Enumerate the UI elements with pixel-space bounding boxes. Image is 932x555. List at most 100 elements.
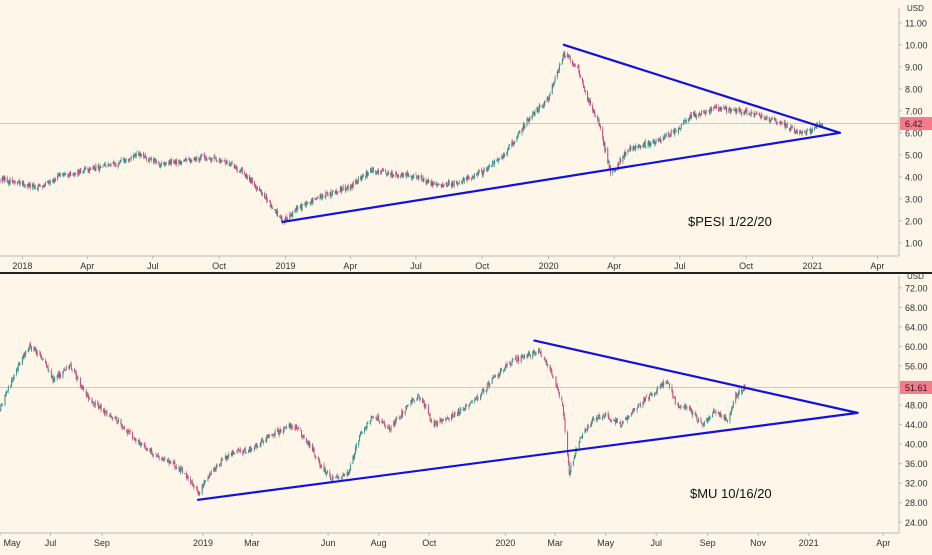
candle-body bbox=[791, 125, 793, 127]
candle-body bbox=[152, 454, 154, 456]
candle-body bbox=[801, 131, 803, 133]
candle-body bbox=[741, 392, 743, 393]
candle-body bbox=[305, 203, 307, 207]
candle-body bbox=[219, 464, 221, 465]
x-tick-label: Jul bbox=[410, 261, 422, 271]
candle-body bbox=[764, 118, 766, 120]
candle-body bbox=[693, 111, 695, 117]
candle-body bbox=[141, 442, 143, 446]
candle-body bbox=[529, 117, 531, 120]
candle-body bbox=[340, 187, 342, 192]
candle-body bbox=[610, 420, 612, 422]
currency-label: USD bbox=[907, 272, 924, 281]
candle-body bbox=[166, 459, 168, 462]
candle-body bbox=[365, 428, 367, 430]
candle-body bbox=[135, 153, 137, 156]
candle-body bbox=[365, 171, 367, 178]
candle-body bbox=[369, 420, 371, 424]
candle-body bbox=[483, 170, 485, 171]
candle-body bbox=[352, 182, 354, 187]
x-tick-label: Apr bbox=[870, 261, 884, 271]
candle-body bbox=[707, 417, 709, 421]
candle-body bbox=[58, 174, 60, 177]
candle-body bbox=[491, 162, 493, 166]
candle-body bbox=[765, 118, 767, 120]
candle-body bbox=[326, 471, 328, 474]
candle-body bbox=[132, 437, 134, 439]
candle-body bbox=[513, 142, 515, 144]
candle-body bbox=[527, 118, 529, 120]
y-tick-label: 6.00 bbox=[905, 128, 923, 138]
candle-body bbox=[744, 109, 746, 113]
candle-body bbox=[587, 91, 589, 101]
candle-body bbox=[574, 65, 576, 66]
candle-body bbox=[715, 106, 717, 109]
candle-body bbox=[708, 417, 710, 419]
candle-body bbox=[0, 405, 2, 411]
candle-body bbox=[269, 201, 271, 207]
candle-body bbox=[361, 432, 363, 434]
candle-body bbox=[103, 409, 105, 415]
candle-body bbox=[230, 453, 232, 455]
candle-body bbox=[29, 183, 31, 188]
candle-body bbox=[685, 405, 687, 408]
candle-body bbox=[603, 143, 605, 145]
candle-body bbox=[91, 398, 93, 403]
candle-body bbox=[98, 165, 100, 171]
candle-body bbox=[417, 395, 419, 396]
candle-body bbox=[13, 181, 15, 183]
candle-body bbox=[690, 408, 692, 411]
candle-body bbox=[149, 158, 151, 159]
candle-body bbox=[710, 108, 712, 111]
candle-body bbox=[119, 160, 121, 163]
candle-body bbox=[225, 160, 227, 164]
candle-body bbox=[638, 143, 640, 147]
candle-body bbox=[294, 427, 296, 429]
candle-body bbox=[394, 421, 396, 426]
candle-body bbox=[114, 164, 116, 166]
candle-body bbox=[424, 404, 426, 407]
candle-body bbox=[494, 376, 496, 377]
candle-body bbox=[338, 478, 340, 479]
candle-body bbox=[651, 393, 653, 397]
candle-body bbox=[548, 97, 550, 101]
candle-body bbox=[164, 458, 166, 460]
candle-body bbox=[633, 147, 635, 150]
candle-body bbox=[494, 375, 496, 377]
candle-body bbox=[733, 109, 735, 111]
candle-body bbox=[180, 468, 182, 473]
candle-body bbox=[370, 416, 372, 420]
candle-body bbox=[622, 420, 624, 424]
candle-body bbox=[678, 406, 680, 408]
candle-body bbox=[649, 394, 651, 396]
candle-body bbox=[359, 432, 361, 436]
candle-body bbox=[292, 211, 294, 217]
candle-body bbox=[38, 184, 40, 186]
candle-body bbox=[289, 423, 291, 428]
candle-body bbox=[503, 370, 505, 372]
candle-body bbox=[213, 468, 215, 472]
candle-body bbox=[562, 401, 564, 407]
candle-body bbox=[673, 396, 675, 398]
candle-body bbox=[689, 115, 691, 119]
candle-body bbox=[259, 187, 261, 191]
candle-body bbox=[523, 357, 525, 359]
candle-body bbox=[327, 195, 329, 197]
candle-body bbox=[648, 141, 650, 143]
candle-body bbox=[674, 397, 676, 405]
candle-body bbox=[346, 188, 348, 190]
candle-body bbox=[90, 169, 92, 170]
candle-body bbox=[205, 157, 207, 161]
candle-body bbox=[474, 399, 476, 402]
candle-body bbox=[675, 128, 677, 131]
candle-body bbox=[194, 158, 196, 161]
x-tick-label: Jun bbox=[321, 538, 336, 548]
candle-body bbox=[108, 415, 110, 417]
candle-body bbox=[632, 408, 634, 413]
candle-body bbox=[27, 183, 29, 185]
x-tick-label: Jul bbox=[45, 538, 57, 548]
candle-body bbox=[504, 365, 506, 369]
candle-body bbox=[17, 181, 19, 183]
candle-body bbox=[352, 456, 354, 464]
candle-body bbox=[588, 97, 590, 104]
